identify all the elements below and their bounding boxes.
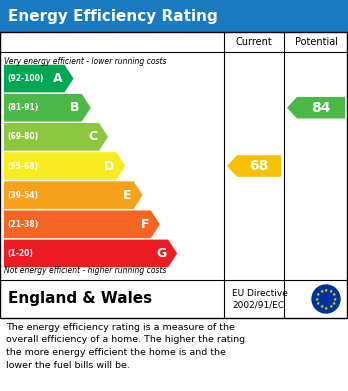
Text: (1-20): (1-20) [7, 249, 33, 258]
Text: A: A [53, 72, 63, 85]
Text: (92-100): (92-100) [7, 74, 44, 83]
Polygon shape [4, 210, 160, 238]
Polygon shape [4, 65, 73, 92]
Bar [0, 0, 348, 32]
Text: ★: ★ [333, 296, 337, 301]
Text: 68: 68 [249, 159, 269, 173]
Bar [0, 32, 347, 318]
Text: ★: ★ [324, 287, 328, 292]
Text: D: D [104, 160, 114, 172]
Text: EU Directive
2002/91/EC: EU Directive 2002/91/EC [232, 289, 288, 309]
Text: Potential: Potential [294, 37, 338, 47]
Text: F: F [140, 218, 149, 231]
Text: (81-91): (81-91) [7, 103, 38, 112]
Polygon shape [4, 94, 91, 122]
Text: 84: 84 [311, 101, 331, 115]
Polygon shape [4, 152, 125, 180]
Text: ★: ★ [315, 296, 319, 301]
Text: B: B [70, 101, 80, 114]
Text: Energy Efficiency Rating: Energy Efficiency Rating [8, 9, 218, 23]
Text: G: G [156, 247, 166, 260]
Text: ★: ★ [328, 304, 333, 309]
Text: E: E [123, 188, 132, 202]
Text: (55-68): (55-68) [7, 161, 38, 170]
Text: ★: ★ [332, 301, 336, 306]
Text: Current: Current [236, 37, 272, 47]
Text: ★: ★ [319, 304, 324, 309]
Polygon shape [4, 123, 108, 151]
Text: (69-80): (69-80) [7, 133, 38, 142]
Text: ★: ★ [324, 305, 328, 310]
Polygon shape [287, 97, 345, 118]
Polygon shape [4, 240, 177, 267]
Text: ★: ★ [316, 301, 321, 306]
Text: Very energy efficient - lower running costs: Very energy efficient - lower running co… [4, 57, 166, 66]
Text: ★: ★ [319, 289, 324, 294]
Polygon shape [4, 181, 143, 209]
Text: (39-54): (39-54) [7, 191, 38, 200]
Text: England & Wales: England & Wales [8, 292, 152, 307]
Text: ★: ★ [332, 292, 336, 297]
Text: ★: ★ [316, 292, 321, 297]
Text: Not energy efficient - higher running costs: Not energy efficient - higher running co… [4, 266, 166, 275]
Circle shape [312, 285, 340, 313]
Text: C: C [88, 130, 97, 143]
Text: The energy efficiency rating is a measure of the
overall efficiency of a home. T: The energy efficiency rating is a measur… [6, 323, 245, 369]
Text: ★: ★ [328, 289, 333, 294]
Text: (21-38): (21-38) [7, 220, 38, 229]
Polygon shape [227, 155, 281, 177]
